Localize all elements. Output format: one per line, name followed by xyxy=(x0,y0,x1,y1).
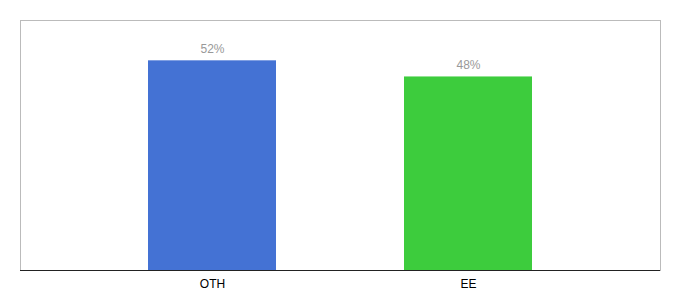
svg-text:OTH: OTH xyxy=(200,277,225,291)
svg-text:52%: 52% xyxy=(200,42,224,56)
svg-text:48%: 48% xyxy=(456,58,480,72)
svg-text:EE: EE xyxy=(460,277,476,291)
